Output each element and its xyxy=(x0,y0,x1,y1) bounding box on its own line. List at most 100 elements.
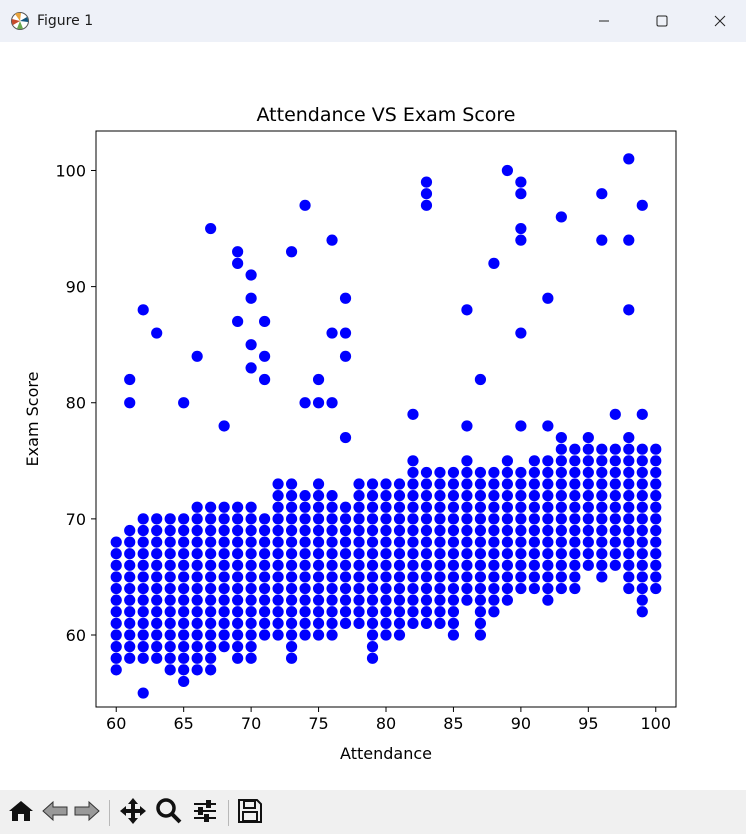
data-point xyxy=(353,490,365,502)
data-point xyxy=(501,478,513,490)
data-point xyxy=(366,478,379,490)
data-point xyxy=(110,559,122,571)
data-point xyxy=(569,559,581,571)
data-point xyxy=(218,524,230,537)
data-point xyxy=(245,548,257,560)
data-point xyxy=(245,652,257,664)
data-point xyxy=(515,234,527,246)
data-point xyxy=(299,606,311,618)
data-point xyxy=(218,548,230,560)
data-point xyxy=(434,617,446,629)
data-point xyxy=(636,513,648,525)
data-point xyxy=(339,617,352,629)
pan-button[interactable] xyxy=(118,798,148,828)
data-point xyxy=(299,594,311,606)
data-point xyxy=(245,501,257,513)
data-point xyxy=(393,594,406,606)
data-point xyxy=(488,548,500,560)
data-point xyxy=(474,582,487,595)
data-point xyxy=(596,536,608,548)
data-point xyxy=(380,501,392,513)
data-point xyxy=(285,513,298,525)
maximize-button[interactable] xyxy=(633,0,691,42)
data-point xyxy=(137,629,149,641)
zoom-button[interactable] xyxy=(154,798,184,828)
data-point xyxy=(178,617,190,629)
data-point xyxy=(151,641,163,653)
data-point xyxy=(569,582,581,595)
data-point xyxy=(191,641,203,653)
data-point xyxy=(339,606,352,618)
data-point xyxy=(151,571,163,583)
data-point xyxy=(232,246,244,258)
data-point xyxy=(380,524,392,537)
data-point xyxy=(245,617,257,629)
save-disk-icon xyxy=(237,798,263,828)
forward-button[interactable] xyxy=(72,798,102,828)
data-point xyxy=(623,536,635,548)
data-point xyxy=(326,559,338,571)
data-point xyxy=(326,501,338,513)
data-point xyxy=(259,606,271,618)
data-point xyxy=(447,513,460,525)
data-point xyxy=(528,501,540,513)
data-point xyxy=(191,582,203,595)
minimize-button[interactable] xyxy=(575,0,633,42)
data-point xyxy=(420,606,433,618)
data-point xyxy=(137,304,149,316)
data-point xyxy=(609,455,621,467)
data-point xyxy=(299,629,311,641)
data-point xyxy=(474,536,487,548)
data-point xyxy=(420,524,433,537)
sliders-icon xyxy=(192,798,218,828)
back-button[interactable] xyxy=(40,798,70,828)
data-point xyxy=(582,478,594,490)
data-point xyxy=(339,559,352,571)
data-point xyxy=(285,641,298,653)
data-point xyxy=(312,397,325,409)
data-point xyxy=(623,571,635,583)
data-point xyxy=(420,571,433,583)
data-point xyxy=(124,582,136,595)
data-point xyxy=(178,664,190,676)
title-bar[interactable]: Figure 1 xyxy=(0,0,746,42)
data-point xyxy=(366,582,379,595)
data-point xyxy=(596,524,608,537)
data-point xyxy=(488,582,500,595)
data-point xyxy=(393,548,406,560)
back-arrow-icon xyxy=(41,799,69,827)
data-point xyxy=(205,513,217,525)
data-point xyxy=(366,490,379,502)
data-point xyxy=(164,594,176,606)
data-point xyxy=(124,559,136,571)
data-point xyxy=(366,652,379,664)
data-point xyxy=(474,373,487,386)
data-point xyxy=(461,582,473,595)
home-button[interactable] xyxy=(6,798,36,828)
data-point xyxy=(528,571,540,583)
data-point xyxy=(474,571,487,583)
data-point xyxy=(232,629,244,641)
data-point xyxy=(178,652,190,664)
figure-canvas[interactable]: 60 65 70 75 80 85 90 95 100 60 70 80 90 100 Attendance… xyxy=(0,42,746,790)
data-point xyxy=(407,466,419,479)
configure-subplots-button[interactable] xyxy=(190,798,220,828)
data-point xyxy=(191,350,203,362)
data-point xyxy=(151,606,163,618)
data-point xyxy=(528,536,540,548)
data-point xyxy=(110,536,122,548)
data-point xyxy=(555,478,567,490)
data-point xyxy=(299,548,311,560)
data-point xyxy=(407,455,419,467)
data-point xyxy=(272,524,284,537)
data-point xyxy=(232,513,244,525)
data-point xyxy=(285,490,298,502)
data-point xyxy=(124,536,136,548)
save-button[interactable] xyxy=(235,798,265,828)
data-point xyxy=(474,617,487,629)
data-point xyxy=(407,524,419,537)
close-button[interactable] xyxy=(691,0,746,42)
data-point xyxy=(623,466,635,479)
data-point xyxy=(434,559,446,571)
data-point xyxy=(474,490,487,502)
